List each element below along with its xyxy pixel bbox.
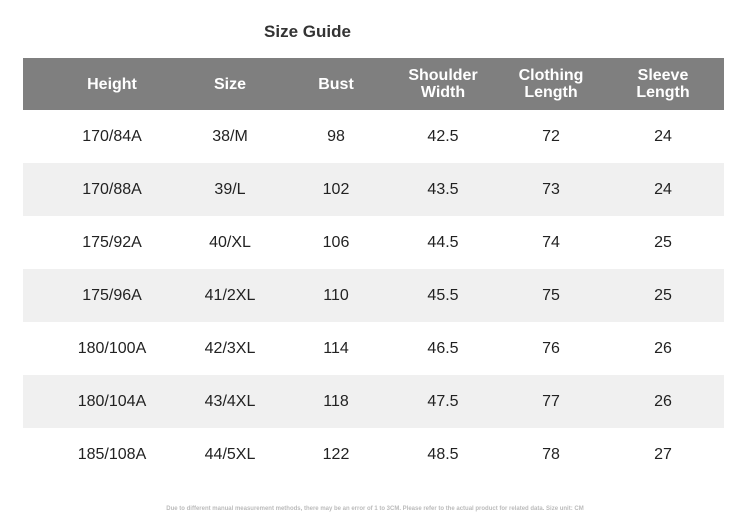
table-row: 170/84A 38/M 98 42.5 72 24 [23, 110, 724, 163]
header-cell: Shoulder Width [408, 67, 478, 101]
table-cell: 43/4XL [204, 392, 256, 410]
table-cell: 24 [654, 127, 672, 145]
table-cell: 40/XL [209, 233, 251, 251]
table-cell: 76 [542, 339, 560, 357]
table-cell: 48.5 [427, 445, 459, 463]
table-cell: 26 [654, 339, 672, 357]
table-cell: 180/104A [77, 392, 147, 410]
table-cell: 106 [322, 233, 350, 251]
table-cell: 118 [323, 392, 349, 410]
table-cell: 43.5 [427, 180, 459, 198]
table-cell: 41/2XL [204, 286, 256, 304]
table-cell: 185/108A [77, 445, 147, 463]
table-cell: 45.5 [427, 286, 459, 304]
table-cell: 122 [322, 445, 350, 463]
table-cell: 72 [542, 127, 560, 145]
header-cell: Size [213, 75, 246, 93]
table-cell: 170/84A [82, 127, 142, 145]
table-cell: 74 [542, 233, 560, 251]
title: Size Guide [264, 22, 351, 41]
table-row: 175/96A 41/2XL 110 45.5 75 25 [23, 269, 724, 322]
table-cell: 78 [542, 445, 560, 463]
table-cell: 27 [654, 445, 672, 463]
table-cell: 47.5 [427, 392, 459, 410]
table-cell: 38/M [212, 127, 248, 145]
table-row: 180/104A 43/4XL 118 47.5 77 26 [23, 375, 724, 428]
footnote: Due to different manual measurement meth… [166, 506, 584, 512]
table-cell: 25 [654, 286, 672, 304]
table-cell: 114 [323, 339, 349, 357]
header-cell: Sleeve Length [636, 67, 690, 101]
table-cell: 175/92A [82, 233, 142, 251]
table-cell: 110 [323, 286, 349, 304]
table-cell: 25 [654, 233, 672, 251]
table-cell: 175/96A [82, 286, 142, 304]
table-cell: 42/3XL [204, 339, 256, 357]
table-cell: 75 [542, 286, 560, 304]
size-table: Height Size Bust Shoulder Width Clothing Len… [23, 58, 724, 481]
header-cell: Height [87, 75, 137, 93]
table-row: 170/88A 39/L 102 43.5 73 24 [23, 163, 724, 216]
table-cell: 44/5XL [204, 445, 256, 463]
table-cell: 170/88A [82, 180, 142, 198]
header-cell: Bust [318, 75, 354, 93]
header-row: Height Size Bust Shoulder Width Clothing Len… [23, 58, 724, 110]
table-cell: 39/L [214, 180, 246, 198]
table-row: 180/100A 42/3XL 114 46.5 76 26 [23, 322, 724, 375]
table-cell: 24 [654, 180, 672, 198]
table-cell: 26 [654, 392, 672, 410]
table-cell: 102 [322, 180, 350, 198]
table-cell: 73 [542, 180, 560, 198]
table-row: 175/92A 40/XL 106 44.5 74 25 [23, 216, 724, 269]
table-cell: 46.5 [427, 339, 459, 357]
header-cell: Clothing Length [518, 67, 584, 101]
table-cell: 77 [542, 392, 560, 410]
table-cell: 98 [327, 127, 345, 145]
table-row: 185/108A 44/5XL 122 48.5 78 27 [23, 428, 724, 481]
table-cell: 42.5 [427, 127, 459, 145]
table-cell: 180/100A [77, 339, 147, 357]
table-cell: 44.5 [427, 233, 459, 251]
